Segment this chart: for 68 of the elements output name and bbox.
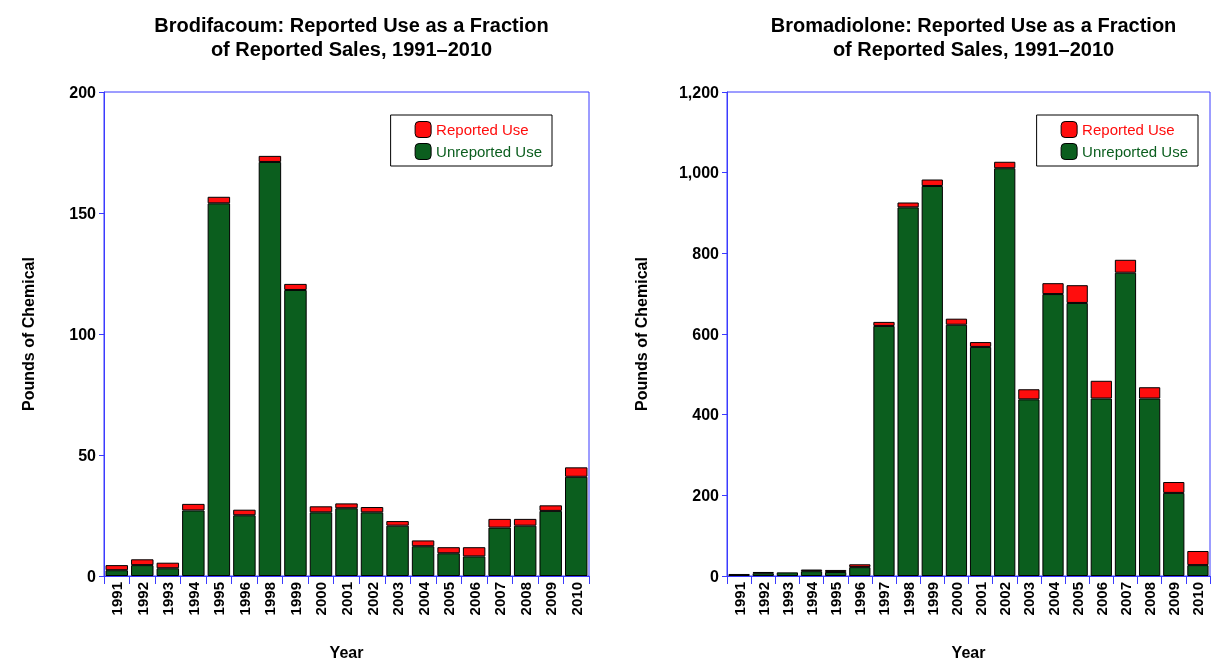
x-tick-label: 1991 <box>108 582 126 616</box>
x-tick-label: 1992 <box>133 582 151 616</box>
x-tick-label: 1995 <box>827 582 845 616</box>
y-tick-label: 800 <box>692 244 720 262</box>
chart-title: Brodifacoum: Reported Use as a Fraction of Reported Sales, 1991–2010 <box>154 14 549 60</box>
x-tick-label: 1992 <box>754 582 772 616</box>
x-tick-label: 1994 <box>184 581 202 616</box>
bar <box>825 571 847 576</box>
y-tick-label: 150 <box>69 204 97 222</box>
x-tick-label: 2004 <box>1044 581 1062 616</box>
x-tick-label: 1998 <box>899 582 917 616</box>
x-tick-label: 2000 <box>947 582 965 616</box>
x-tick-label: 2003 <box>389 582 407 616</box>
legend-label: Unreported Use <box>436 143 542 160</box>
x-tick-label: 1995 <box>210 582 228 616</box>
y-tick-label: 1,200 <box>678 83 720 101</box>
x-tick-label: 2002 <box>996 582 1014 616</box>
y-axis-title: Pounds of Chemical <box>632 257 650 411</box>
x-tick-label: 2009 <box>1165 582 1183 616</box>
x-tick-label: 1996 <box>851 582 869 616</box>
x-tick-label: 2005 <box>1068 582 1086 616</box>
bar <box>849 567 871 576</box>
x-tick-label: 2006 <box>465 582 483 616</box>
y-tick-label: 100 <box>69 325 97 343</box>
x-tick-label: 2010 <box>1189 582 1207 616</box>
y-tick-label: 400 <box>692 406 720 424</box>
y-tick-label: 200 <box>69 83 97 101</box>
x-tick-label: 1999 <box>286 582 304 616</box>
x-tick-label: 2007 <box>1116 582 1134 616</box>
x-tick-label: 1997 <box>875 582 893 616</box>
y-tick-label: 0 <box>710 567 720 585</box>
x-axis-title: Year <box>951 643 986 661</box>
bar <box>800 571 823 576</box>
x-tick-label: 2010 <box>567 582 585 616</box>
x-tick-label: 2007 <box>491 582 509 616</box>
x-tick-label: 2008 <box>1141 582 1159 616</box>
x-tick-label: 1991 <box>730 582 748 616</box>
x-tick-label: 2005 <box>440 582 458 616</box>
y-axis-title: Pounds of Chemical <box>19 257 37 411</box>
legend-label: Reported Use <box>1082 121 1175 138</box>
x-tick-label: 2006 <box>1092 582 1110 616</box>
x-tick-label: 2009 <box>542 582 560 616</box>
x-tick-label: 2004 <box>414 581 432 616</box>
x-tick-label: 1993 <box>159 582 177 616</box>
x-tick-label: 2000 <box>312 582 330 616</box>
legend-label: Reported Use <box>436 121 529 138</box>
y-tick-label: 0 <box>87 567 97 585</box>
bar <box>776 572 798 576</box>
x-tick-label: 1993 <box>778 582 796 616</box>
chart-title: Bromadiolone: Reported Use as a Fraction of Reported Sales, 1991–2010 <box>770 14 1177 60</box>
bar <box>873 325 895 576</box>
y-tick-label: 600 <box>692 325 720 343</box>
legend-label: Unreported Use <box>1082 143 1188 160</box>
x-axis-title: Year <box>329 643 364 661</box>
y-tick-label: 50 <box>78 446 97 464</box>
x-tick-label: 2002 <box>363 582 381 616</box>
x-tick-label: 1994 <box>803 581 821 616</box>
x-tick-label: 2001 <box>338 582 355 616</box>
x-tick-label: 1998 <box>261 582 279 616</box>
x-tick-label: 2001 <box>972 582 990 616</box>
bar <box>969 346 992 576</box>
x-tick-label: 1996 <box>235 582 253 616</box>
x-tick-label: 2008 <box>516 582 534 616</box>
y-tick-label: 1,000 <box>678 164 720 182</box>
x-tick-label: 1999 <box>923 582 941 616</box>
x-tick-label: 2003 <box>1020 582 1038 616</box>
bar <box>386 525 409 576</box>
y-tick-label: 200 <box>692 486 720 504</box>
